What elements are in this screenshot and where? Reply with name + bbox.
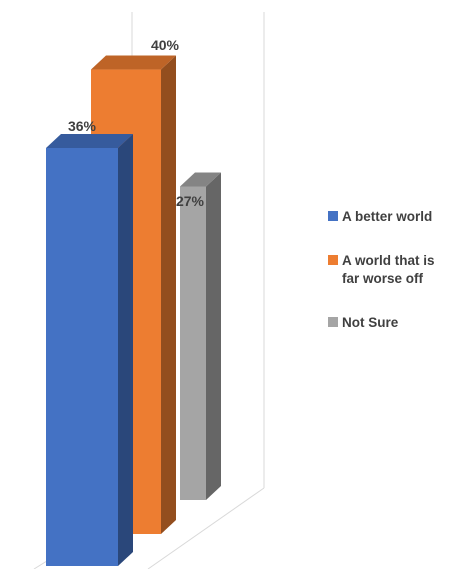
data-label-2: 40%	[151, 37, 180, 53]
bar-1	[46, 134, 133, 566]
legend-label: Not Sure	[342, 315, 399, 330]
legend-swatch-gray	[328, 317, 338, 327]
legend-label: A better world	[342, 209, 433, 224]
bar-front-face	[46, 148, 118, 566]
bars-layer	[46, 55, 221, 566]
legend-swatch-orange	[328, 255, 338, 265]
legend-swatch-blue	[328, 211, 338, 221]
legend: A better world A world that is far worse…	[328, 208, 464, 358]
data-label-3: 27%	[176, 193, 205, 209]
bar-side-face	[161, 55, 176, 535]
bar-top-face	[180, 172, 221, 187]
legend-label: A world that is far worse off	[342, 253, 435, 286]
bar-side-face	[118, 134, 133, 566]
bar-top-face	[46, 134, 133, 148]
legend-item-better-world: A better world	[328, 208, 464, 226]
legend-item-not-sure: Not Sure	[328, 314, 464, 332]
bar-side-face	[206, 172, 221, 500]
bar-3	[180, 172, 221, 500]
legend-item-worse-off: A world that is far worse off	[328, 252, 464, 288]
data-labels-layer: 36% 40% 27%	[68, 37, 205, 209]
bar-front-face	[180, 186, 206, 500]
data-label-1: 36%	[68, 118, 97, 134]
bar-top-face	[91, 55, 176, 70]
floor-right-edge	[147, 487, 265, 569]
